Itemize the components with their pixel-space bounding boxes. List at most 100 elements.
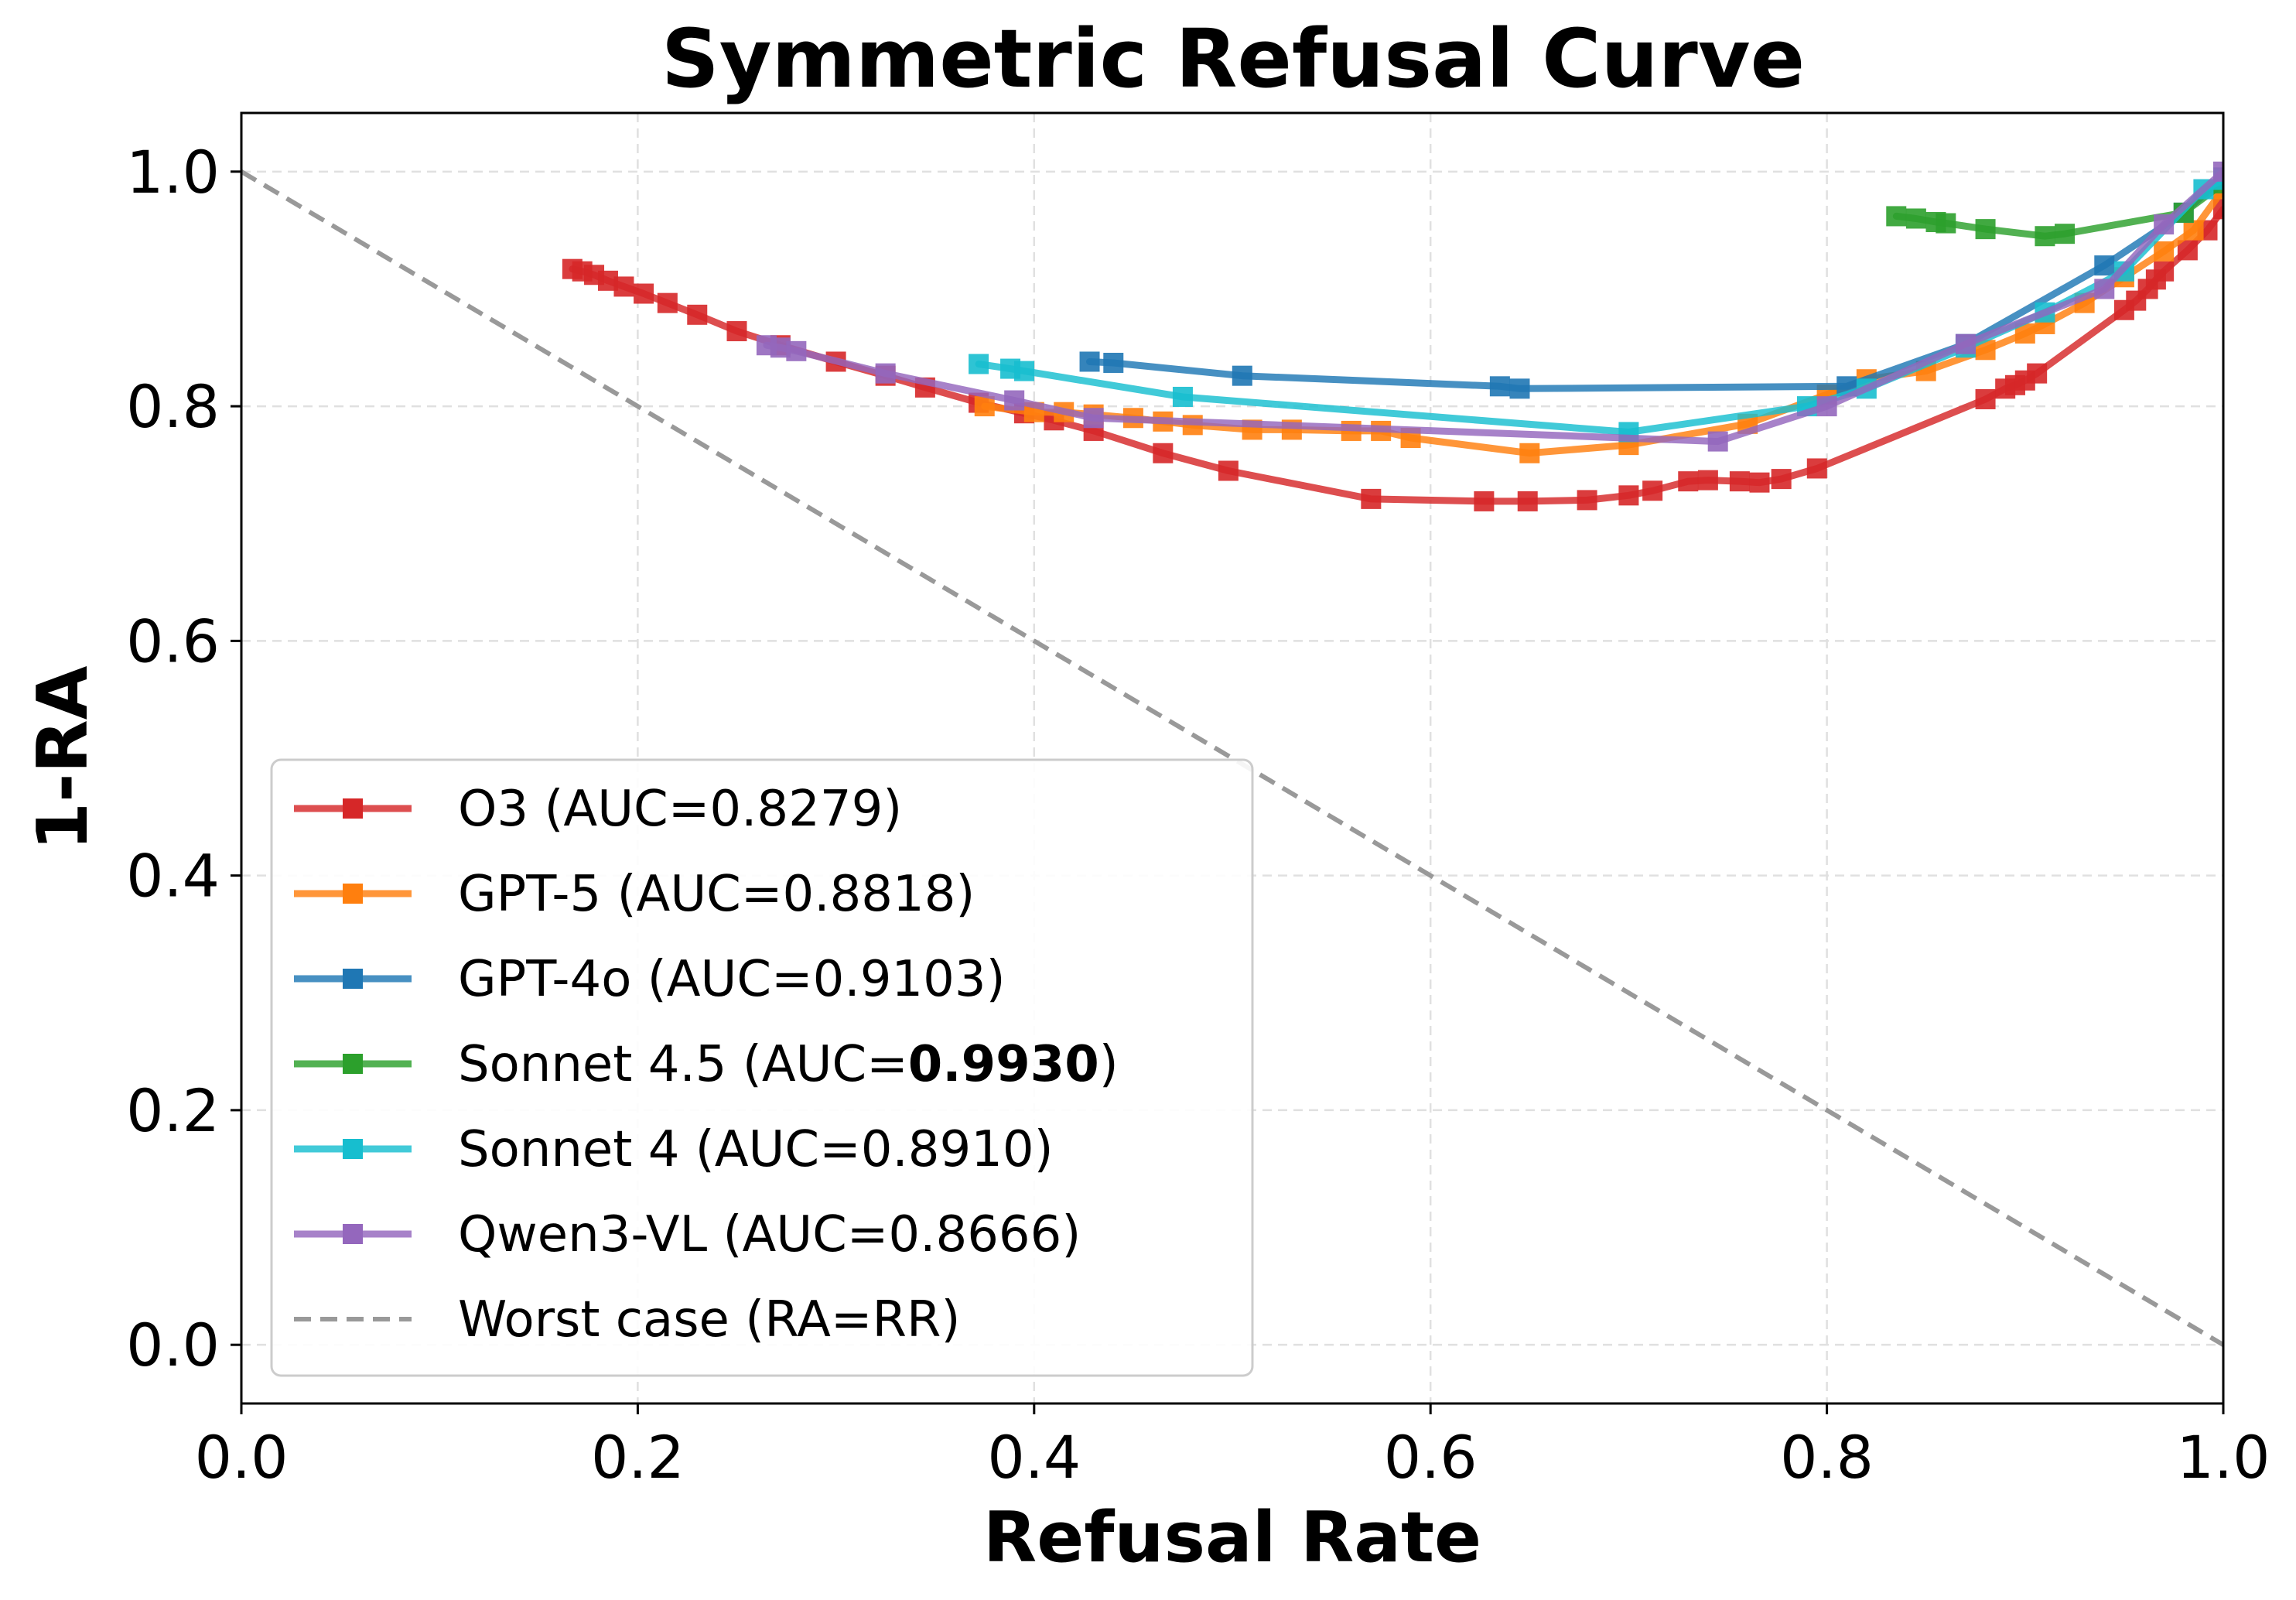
legend-auc-suffix: ) xyxy=(1034,1121,1054,1178)
legend-series-name: O3 (AUC= xyxy=(458,781,709,838)
data-point-gpt-5 xyxy=(2183,220,2204,241)
legend-marker-gpt-5 xyxy=(343,884,363,904)
data-point-o3 xyxy=(1749,472,1770,493)
data-point-o3 xyxy=(1678,471,1699,492)
data-point-o3 xyxy=(2154,261,2175,282)
x-tick-label: 0.0 xyxy=(195,1423,289,1492)
legend-auc-value: 0.8818 xyxy=(782,866,955,923)
data-point-o3 xyxy=(1771,469,1792,490)
data-point-gpt-5 xyxy=(2154,241,2175,262)
legend-label-worst-case: Worst case (RA=RR) xyxy=(458,1291,960,1349)
chart-title: Symmetric Refusal Curve xyxy=(661,12,1805,106)
legend-series-name: Sonnet 4.5 (AUC= xyxy=(458,1036,908,1093)
data-point-qwen3-vl xyxy=(1816,396,1837,417)
data-point-gpt-4o xyxy=(1509,378,1530,399)
plot-frame xyxy=(240,111,2225,1405)
legend-label-sonnet-4-5: Sonnet 4.5 (AUC=0.9930) xyxy=(458,1036,1119,1093)
data-point-gpt-4o xyxy=(1103,352,1124,373)
data-point-qwen3-vl xyxy=(2094,279,2115,299)
x-tick-label: 0.4 xyxy=(987,1423,1081,1492)
legend-auc-value: 0.8910 xyxy=(861,1121,1034,1178)
data-point-o3 xyxy=(1618,485,1639,506)
data-point-sonnet-4 xyxy=(969,354,989,374)
data-point-o3 xyxy=(1474,491,1495,511)
data-point-qwen3-vl xyxy=(1707,431,1728,452)
y-tick-label: 1.0 xyxy=(126,138,220,207)
data-point-qwen3-vl xyxy=(1083,408,1104,429)
data-point-o3 xyxy=(1218,460,1239,481)
legend-marker-o3 xyxy=(343,798,363,819)
data-point-o3 xyxy=(2027,363,2048,384)
data-point-sonnet-4-5 xyxy=(1886,206,1907,227)
data-point-o3 xyxy=(1361,488,1382,509)
data-point-gpt-4o xyxy=(1079,351,1100,372)
y-tick-label: 0.6 xyxy=(126,607,220,675)
worst-case-line xyxy=(241,169,2223,1347)
data-point-o3 xyxy=(613,276,634,297)
data-point-sonnet-4-5 xyxy=(1975,219,1996,240)
series-o3 xyxy=(562,199,2223,511)
y-tick-label: 0.2 xyxy=(126,1076,220,1145)
data-point-o3 xyxy=(1153,443,1174,463)
axes: 0.0 0.2 0.4 0.6 0.8 1.0 0.0 0.2 0.4 0.6 0.8 1.0 xyxy=(126,111,2270,1492)
data-point-o3 xyxy=(1577,490,1597,511)
data-point-gpt-5 xyxy=(1519,443,1540,463)
data-point-sonnet-4-5 xyxy=(2055,224,2076,244)
data-point-gpt-4o xyxy=(2094,255,2115,276)
legend-auc-value: 0.9930 xyxy=(908,1036,1099,1093)
series-qwen3-vl xyxy=(756,161,2223,452)
y-axis-label: 1-RA xyxy=(22,665,104,850)
legend-auc-suffix: ) xyxy=(955,866,975,923)
legend-box xyxy=(270,758,1254,1377)
data-point-o3 xyxy=(1517,491,1538,511)
data-point-qwen3-vl xyxy=(1004,390,1025,411)
x-tick-label: 1.0 xyxy=(2177,1423,2270,1492)
data-point-sonnet-4-5 xyxy=(1936,213,1956,234)
data-point-o3 xyxy=(634,283,654,304)
data-point-gpt-5 xyxy=(974,396,995,417)
x-tick-label: 0.8 xyxy=(1780,1423,1874,1492)
data-point-qwen3-vl xyxy=(2154,214,2175,235)
legend: O3 (AUC=0.8279)GPT-5 (AUC=0.8818)GPT-4o … xyxy=(270,758,1254,1377)
y-tick-label: 0.0 xyxy=(126,1311,220,1379)
data-point-qwen3-vl xyxy=(786,340,807,361)
reference-line-group xyxy=(241,169,2223,1347)
data-point-qwen3-vl xyxy=(1955,333,1976,354)
legend-auc-value: 0.8279 xyxy=(709,781,883,838)
legend-marker-sonnet-4 xyxy=(343,1139,363,1159)
data-point-gpt-4o xyxy=(1489,376,1510,397)
legend-series-name: Sonnet 4 (AUC= xyxy=(458,1121,861,1178)
legend-series-name: Qwen3-VL (AUC= xyxy=(458,1206,888,1263)
legend-marker-gpt-4o xyxy=(343,969,363,989)
data-point-o3 xyxy=(2177,240,2198,261)
data-point-qwen3-vl xyxy=(875,363,896,384)
data-point-sonnet-4-5 xyxy=(1905,208,1926,229)
legend-auc-value: 0.8666 xyxy=(888,1206,1061,1263)
legend-marker-sonnet-4-5 xyxy=(343,1054,363,1074)
plot-area xyxy=(241,161,2223,1347)
y-tick-label: 0.4 xyxy=(126,842,220,911)
data-point-o3 xyxy=(687,304,708,325)
legend-label-sonnet-4: Sonnet 4 (AUC=0.8910) xyxy=(458,1121,1054,1178)
data-point-o3 xyxy=(1697,470,1718,491)
legend-auc-suffix: ) xyxy=(986,951,1006,1008)
data-point-gpt-4o xyxy=(1232,365,1252,386)
legend-auc-suffix: ) xyxy=(1099,1036,1119,1093)
data-point-sonnet-4 xyxy=(1013,361,1034,381)
legend-label-qwen3-vl: Qwen3-VL (AUC=0.8666) xyxy=(458,1206,1081,1263)
data-point-qwen3-vl xyxy=(2213,161,2223,182)
legend-auc-suffix: ) xyxy=(1061,1206,1081,1263)
data-point-o3 xyxy=(657,292,678,313)
x-tick-label: 0.6 xyxy=(1384,1423,1478,1492)
data-point-o3 xyxy=(1806,458,1827,479)
data-point-o3 xyxy=(1642,480,1663,501)
data-point-o3 xyxy=(726,321,747,342)
series-line-gpt-4o xyxy=(1086,173,2223,392)
legend-series-name: GPT-4o (AUC= xyxy=(458,951,813,1008)
series-sonnet-4-5 xyxy=(1886,173,2223,247)
data-point-o3 xyxy=(1729,471,1750,492)
legend-label-gpt-5: GPT-5 (AUC=0.8818) xyxy=(458,866,975,923)
y-tick-label: 0.8 xyxy=(126,372,220,441)
x-tick-label: 0.2 xyxy=(591,1423,685,1492)
